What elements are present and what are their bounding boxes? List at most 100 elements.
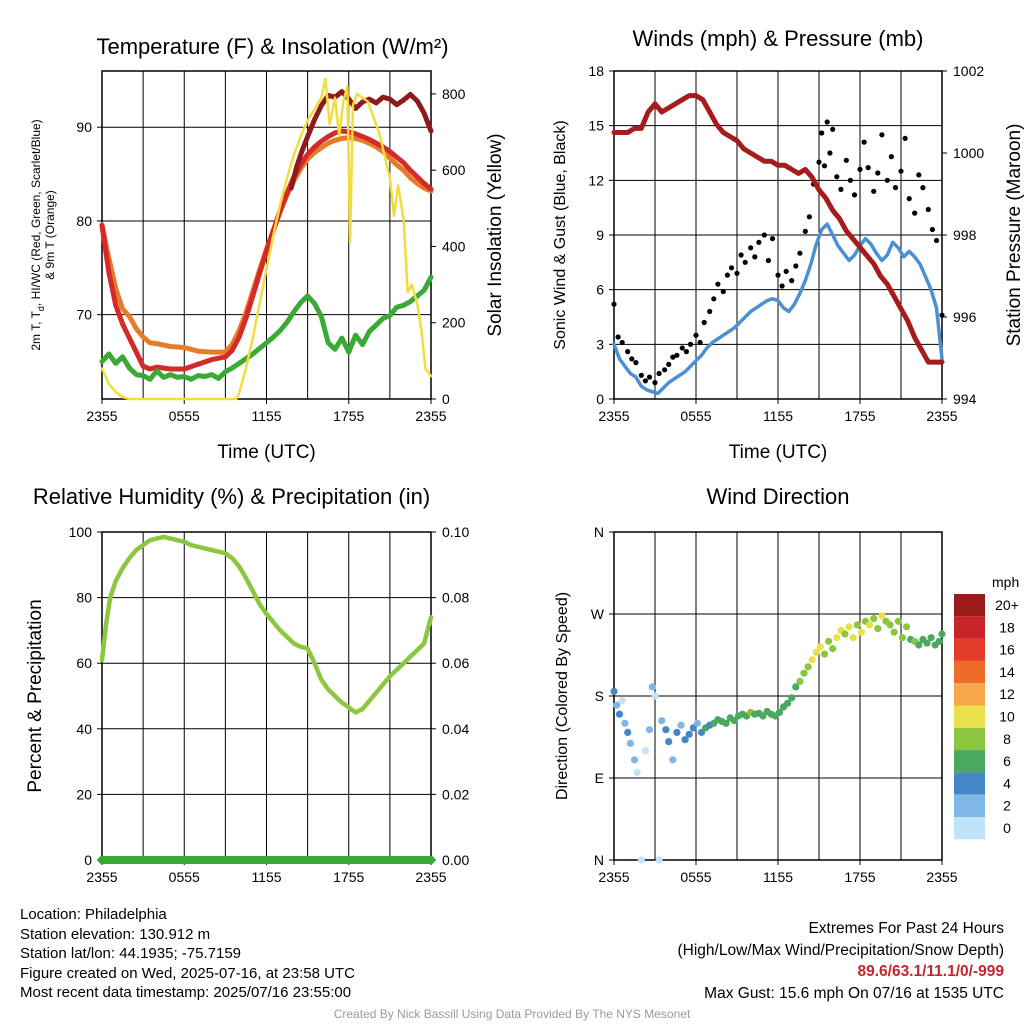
y2-tick-label: 0.06 <box>442 655 469 671</box>
gust-point <box>679 345 685 351</box>
gust-point <box>843 157 849 163</box>
direction-point <box>662 726 670 734</box>
y-tick-label: W <box>591 606 605 622</box>
direction-point <box>665 738 673 746</box>
humidity-line <box>99 534 434 715</box>
y2-tick-label: 0.10 <box>442 524 469 540</box>
legend-label: 20+ <box>995 597 1019 613</box>
x-tick-label: 1755 <box>333 408 364 424</box>
y-axis-label: Direction (Colored By Speed) <box>554 592 571 800</box>
y-tick-label: 80 <box>76 213 92 229</box>
y2-tick-label: 1002 <box>953 63 984 79</box>
gust-point <box>779 283 785 289</box>
direction-point <box>730 717 738 725</box>
y2-tick-label: 800 <box>442 86 466 102</box>
legend-label: 18 <box>999 619 1015 635</box>
legend-swatch <box>954 772 985 795</box>
y-tick-label: 12 <box>588 172 604 188</box>
gust-point <box>701 319 707 326</box>
direction-point <box>927 634 935 642</box>
direction-point <box>645 726 654 734</box>
legend-label: 2 <box>1003 798 1011 814</box>
gust-point <box>761 232 767 238</box>
y-tick-label: S <box>595 688 604 704</box>
direction-point <box>681 736 689 744</box>
gust-point <box>670 354 676 360</box>
gust-point <box>851 192 858 198</box>
gust-point <box>783 268 789 274</box>
gust-point <box>834 174 840 180</box>
y-axis-label: Percent & Precipitation <box>25 599 46 792</box>
direction-point <box>857 628 866 636</box>
direction-point <box>792 683 800 691</box>
direction-point <box>878 612 886 620</box>
direction-point <box>935 637 943 645</box>
gust-point <box>720 288 726 295</box>
gust-point <box>674 352 680 358</box>
gust-point <box>912 210 918 216</box>
y-tick-label: 40 <box>76 721 92 737</box>
direction-point <box>849 634 857 642</box>
direction-point <box>816 643 825 651</box>
gust-point <box>666 361 672 367</box>
panel-4-frame <box>613 531 943 865</box>
extremes-subtitle: (High/Low/Max Wind/Precipitation/Snow De… <box>677 941 1005 959</box>
gust-point <box>838 186 844 192</box>
gust-point <box>793 263 799 269</box>
x-tick-label: 2355 <box>598 408 629 424</box>
gust-point <box>902 135 908 141</box>
extremes-title: Extremes For Past 24 Hours <box>808 920 1004 937</box>
direction-point <box>915 641 923 649</box>
gust-point <box>802 228 808 234</box>
y2-tick-label: 998 <box>953 227 977 243</box>
direction-point <box>775 708 784 717</box>
pressure-line <box>611 93 945 365</box>
chart-title: Temperature (F) & Insolation (W/m²) <box>96 34 448 59</box>
max-gust: Max Gust: 15.6 mph On 07/16 at 1535 UTC <box>704 984 1004 1002</box>
gust-point <box>662 367 668 373</box>
legend-swatch <box>954 683 985 706</box>
direction-point <box>800 669 808 677</box>
direction-point <box>615 710 624 718</box>
direction-point <box>894 617 902 625</box>
direction-point <box>804 663 812 671</box>
legend-swatch <box>954 750 985 773</box>
legend-swatch <box>954 705 985 728</box>
y2-tick-label: 0.04 <box>442 721 469 737</box>
x-axis-label: Time (UTC) <box>217 442 316 463</box>
gust-point <box>830 126 836 132</box>
direction-point <box>845 623 853 631</box>
gust-point <box>824 119 830 125</box>
direction-point <box>633 768 641 777</box>
x-tick-label: 2355 <box>86 408 117 424</box>
direction-point <box>618 697 626 705</box>
direction-point <box>673 728 681 737</box>
direction-point <box>812 648 820 656</box>
direction-point <box>890 628 898 636</box>
gust-point <box>857 166 863 172</box>
direction-point <box>833 634 841 642</box>
y2-tick-label: 0.02 <box>442 786 469 802</box>
gust-point <box>925 206 931 213</box>
legend-label: 16 <box>999 642 1015 658</box>
gust-point <box>742 259 748 265</box>
direction-point <box>648 683 656 691</box>
gust-point <box>652 380 658 386</box>
gust-point <box>929 226 936 233</box>
direction-point <box>829 645 837 653</box>
gust-point <box>875 170 881 176</box>
legend-swatch <box>954 638 985 661</box>
y-tick-label: 70 <box>76 307 92 323</box>
gust-point <box>884 177 890 183</box>
legend-label: 0 <box>1003 820 1011 836</box>
y-tick-label: 90 <box>76 119 92 135</box>
x-tick-label: 2355 <box>598 869 629 885</box>
y-tick-label: 3 <box>596 336 604 352</box>
direction-point <box>630 756 639 764</box>
gust-point <box>920 185 926 191</box>
gust-point <box>888 154 895 160</box>
x-tick-label: 1155 <box>251 408 281 424</box>
panel-1-frame <box>101 70 432 404</box>
legend-label: 12 <box>999 686 1015 702</box>
gust-point <box>642 378 649 384</box>
